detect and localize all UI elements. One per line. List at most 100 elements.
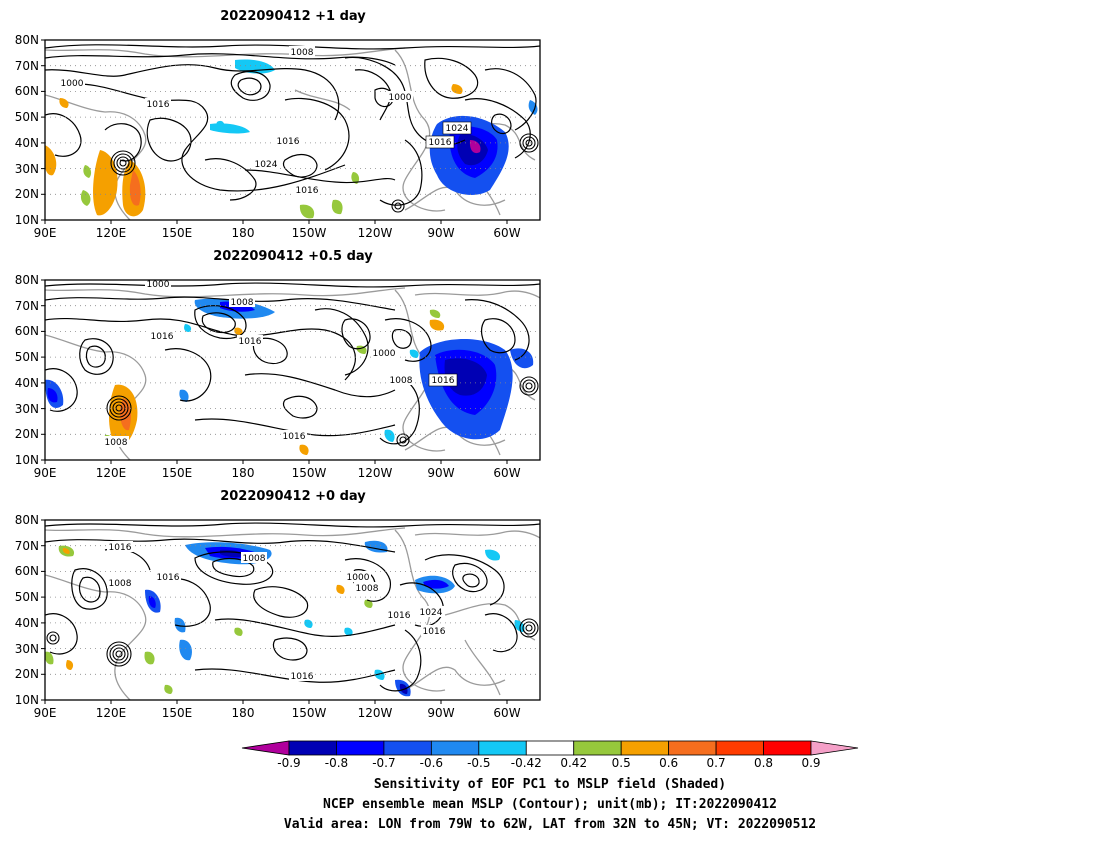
lon-axis-labels: 90E 120E 150E 180 150W 120W 90W 60W	[34, 706, 521, 720]
contour-labels: 1000 1008 1016 1016 1000 1008 1016 1016 …	[103, 280, 458, 448]
contour-label: 1000	[373, 349, 396, 359]
contour-label: 1008	[109, 579, 132, 589]
colorbar-swatch	[430, 740, 480, 756]
panel-title: 2022090412 +0 day	[220, 489, 366, 504]
lat-label: 50N	[15, 110, 39, 124]
lat-label: 70N	[15, 299, 39, 313]
lat-label: 80N	[15, 513, 39, 527]
sensitivity-shading	[45, 540, 525, 697]
lat-label: 10N	[15, 453, 39, 467]
colorbar: -0.9 -0.8 -0.7 -0.6 -0.5 -0.42 0.42 0.5 …	[241, 740, 859, 770]
contour-label: 1016	[277, 137, 300, 147]
colorbar-tick-label: 0.7	[707, 756, 726, 770]
colorbar-swatch	[715, 740, 764, 756]
lon-label: 90E	[34, 706, 57, 720]
contour-label: 1000	[61, 79, 84, 89]
lat-label: 40N	[15, 376, 39, 390]
lat-label: 20N	[15, 667, 39, 681]
cyclone-rings	[110, 133, 539, 213]
colorbar-tick-label: -0.9	[277, 756, 300, 770]
sensitivity-shading	[45, 298, 534, 455]
lat-label: 80N	[15, 273, 39, 287]
lon-label: 60W	[493, 226, 520, 240]
contour-label: 1016	[157, 573, 180, 583]
colorbar-swatch	[763, 740, 812, 756]
contour-label: 1008	[231, 298, 254, 308]
contour-labels: 1016 1008 1008 1016 1000 1008 1016 1024 …	[107, 541, 447, 682]
contour-label: 1016	[423, 627, 446, 637]
panel-title: 2022090412 +0.5 day	[213, 249, 373, 264]
map-frame: 1000 1008 1016 1016 1000 1008 1016 1016 …	[15, 273, 541, 480]
colorbar-tick-label: 0.8	[754, 756, 773, 770]
lat-label: 50N	[15, 350, 39, 364]
caption-line-1: Sensitivity of EOF PC1 to MSLP field (Sh…	[373, 777, 727, 792]
lat-label: 50N	[15, 590, 39, 604]
panel-3: 2022090412 +0 day	[15, 489, 541, 720]
lon-label: 60W	[493, 466, 520, 480]
lon-label: 150E	[162, 466, 193, 480]
colorbar-arrow-high	[810, 740, 859, 756]
lon-axis-labels: 90E 120E 150E 180 150W 120W 90W 60W	[34, 226, 521, 240]
lat-label: 70N	[15, 539, 39, 553]
contour-label: 1016	[239, 337, 262, 347]
caption-line-3: Valid area: LON from 79W to 62W, LAT fro…	[283, 817, 817, 832]
lat-label: 30N	[15, 162, 39, 176]
colorbar-swatch	[620, 740, 670, 756]
contour-label: 1016	[432, 376, 455, 386]
colorbar-swatch	[288, 740, 337, 756]
colorbar-swatch	[336, 740, 385, 756]
lat-label: 30N	[15, 402, 39, 416]
coastlines	[45, 527, 540, 700]
map-frame: 1016 1008 1008 1016 1000 1008 1016 1024 …	[15, 513, 541, 720]
lat-label: 10N	[15, 213, 39, 227]
contour-label: 1000	[147, 280, 170, 290]
contour-label: 1008	[356, 584, 379, 594]
lat-label: 60N	[15, 564, 39, 578]
colorbar-tick-label: -0.8	[325, 756, 348, 770]
lon-label: 150W	[292, 226, 327, 240]
lon-label: 120W	[358, 706, 393, 720]
lat-axis-labels: 80N 70N 60N 50N 40N 30N 20N 10N	[15, 513, 39, 707]
lon-label: 150E	[162, 706, 193, 720]
contour-label: 1008	[243, 554, 266, 564]
contour-label: 1008	[105, 438, 128, 448]
colorbar-swatch	[478, 740, 527, 756]
lat-label: 80N	[15, 33, 39, 47]
lon-label: 60W	[493, 706, 520, 720]
colorbar-swatch	[668, 740, 717, 756]
lon-label: 150E	[162, 226, 193, 240]
contour-label: 1016	[388, 611, 411, 621]
lon-label: 180	[232, 466, 255, 480]
lon-label: 180	[232, 226, 255, 240]
map-frame: 1008 1000 1000 1016 1024 1016 1016 1024 …	[15, 33, 541, 240]
lat-axis-labels: 80N 70N 60N 50N 40N 30N 20N 10N	[15, 273, 39, 467]
lon-label: 90W	[427, 226, 454, 240]
colorbar-arrow-low	[241, 740, 290, 756]
panel-1: 2022090412 +1 day	[15, 9, 541, 240]
panel-title: 2022090412 +1 day	[220, 9, 366, 24]
lat-label: 20N	[15, 187, 39, 201]
caption-line-2: NCEP ensemble mean MSLP (Contour); unit(…	[323, 797, 777, 812]
colorbar-tick-label: -0.42	[511, 756, 542, 770]
lat-label: 30N	[15, 642, 39, 656]
lat-label: 70N	[15, 59, 39, 73]
lon-label: 90W	[427, 466, 454, 480]
lat-label: 40N	[15, 616, 39, 630]
colorbar-tick-label: 0.9	[801, 756, 820, 770]
mslp-contours	[45, 522, 540, 692]
contour-label: 1016	[283, 432, 306, 442]
lat-axis-labels: 80N 70N 60N 50N 40N 30N 20N 10N	[15, 33, 39, 227]
contour-label: 1016	[291, 672, 314, 682]
contour-label: 1000	[347, 573, 370, 583]
contour-label: 1016	[296, 186, 319, 196]
lon-label: 90E	[34, 226, 57, 240]
colorbar-swatch	[573, 740, 622, 756]
lat-label: 10N	[15, 693, 39, 707]
lat-label: 60N	[15, 324, 39, 338]
lon-label: 150W	[292, 466, 327, 480]
lon-label: 120E	[96, 226, 127, 240]
colorbar-tick-labels: -0.9 -0.8 -0.7 -0.6 -0.5 -0.42 0.42 0.5 …	[277, 756, 820, 770]
colorbar-segments	[241, 740, 859, 756]
contour-label: 1024	[420, 608, 443, 618]
